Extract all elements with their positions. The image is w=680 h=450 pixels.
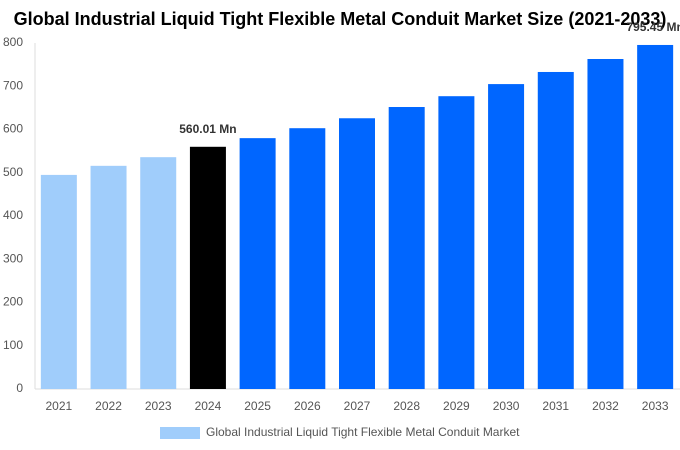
bar xyxy=(140,157,177,389)
y-tick-label: 700 xyxy=(3,78,23,92)
x-tick-label: 2033 xyxy=(642,399,669,413)
bar xyxy=(90,165,127,389)
bar xyxy=(339,118,375,389)
data-label: 795.45 Mn xyxy=(626,20,680,34)
x-tick-label: 2027 xyxy=(344,399,371,413)
y-tick-label: 300 xyxy=(3,251,23,265)
x-tick-label: 2024 xyxy=(195,399,222,413)
x-tick-label: 2022 xyxy=(95,399,122,413)
y-tick-label: 600 xyxy=(3,122,23,136)
y-tick-label: 400 xyxy=(3,208,23,222)
bar xyxy=(388,107,425,389)
bar xyxy=(40,174,77,389)
legend-swatch xyxy=(160,427,200,439)
bar xyxy=(537,71,574,389)
bar xyxy=(438,96,475,389)
legend-label: Global Industrial Liquid Tight Flexible … xyxy=(206,425,520,439)
bar xyxy=(189,146,226,389)
x-tick-label: 2026 xyxy=(294,399,321,413)
x-tick-label: 2021 xyxy=(45,399,72,413)
x-tick-label: 2029 xyxy=(443,399,470,413)
x-tick-label: 2032 xyxy=(592,399,619,413)
bar xyxy=(637,44,674,390)
y-tick-label: 100 xyxy=(3,338,23,352)
x-tick-label: 2028 xyxy=(393,399,420,413)
x-tick-label: 2031 xyxy=(542,399,569,413)
data-label: 560.01 Mn xyxy=(179,122,236,136)
x-tick-label: 2023 xyxy=(145,399,172,413)
bar xyxy=(587,59,624,389)
y-tick-label: 0 xyxy=(16,381,23,395)
bar xyxy=(239,138,276,389)
x-tick-label: 2030 xyxy=(493,399,520,413)
x-tick-label: 2025 xyxy=(244,399,271,413)
y-tick-label: 800 xyxy=(3,35,23,49)
chart-title: Global Industrial Liquid Tight Flexible … xyxy=(14,9,667,29)
bar xyxy=(488,84,525,390)
y-tick-label: 200 xyxy=(3,295,23,309)
bar xyxy=(289,128,326,389)
y-tick-label: 500 xyxy=(3,165,23,179)
